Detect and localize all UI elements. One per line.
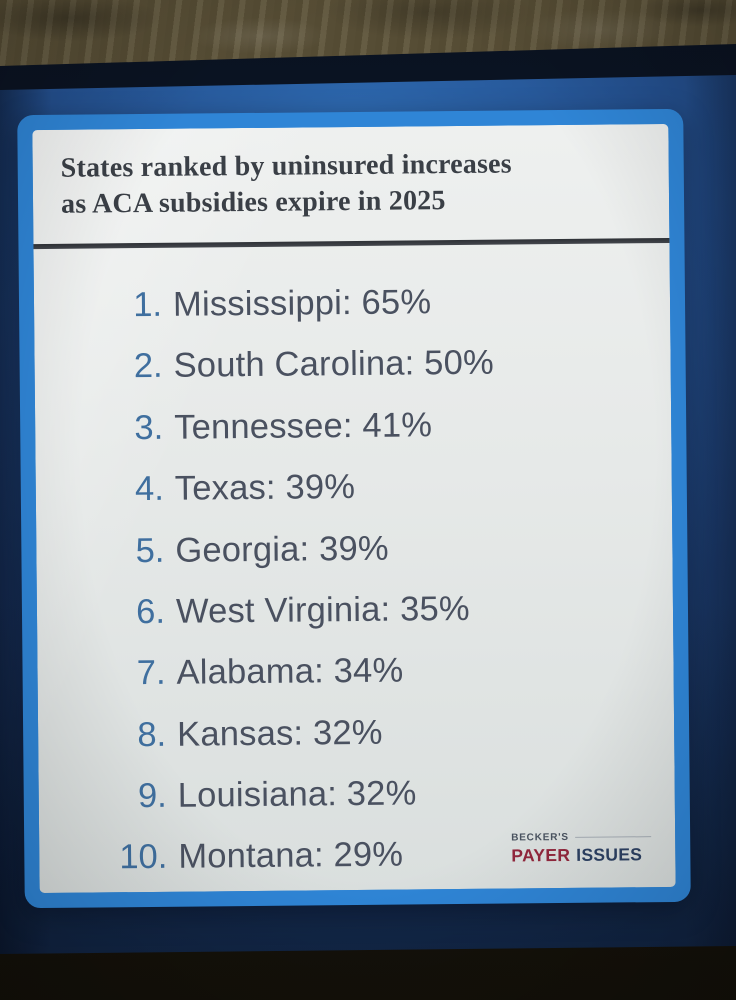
list-item-text: West Virginia: 35% [175, 589, 470, 631]
slide-title: States ranked by uninsured increases as … [32, 124, 669, 224]
list-item-rank: 4. [134, 469, 164, 509]
logo-title-row: PAYER ISSUES [511, 844, 651, 866]
beckers-payer-issues-logo: BECKER'S PAYER ISSUES [511, 831, 652, 866]
list-item-text: Mississippi: 65% [172, 283, 432, 324]
list-item-rank: 3. [134, 408, 164, 447]
logo-rule-line [574, 836, 652, 838]
list-item-rank: 9. [137, 776, 167, 816]
list-item-text: South Carolina: 50% [173, 344, 495, 386]
list-item-rank: 7. [136, 654, 166, 693]
logo-word-payer: PAYER [511, 844, 571, 866]
list-item: 3. Tennessee: 41% [91, 393, 672, 460]
list-item-text: Louisiana: 32% [177, 774, 417, 815]
slide-surface: States ranked by uninsured increases as … [32, 123, 676, 894]
list-item-rank: 8. [137, 715, 167, 754]
list-item: 7. Alabama: 34% [93, 638, 674, 705]
logo-brand-text: BECKER'S [511, 831, 569, 844]
list-item-rank: 10. [119, 838, 168, 877]
list-item-rank: 1. [133, 285, 163, 325]
logo-brand-row: BECKER'S [511, 831, 652, 844]
title-divider-rule [33, 237, 670, 249]
list-item-text: Montana: 29% [178, 836, 404, 877]
list-item-text: Georgia: 39% [175, 529, 389, 570]
slide-card: States ranked by uninsured increases as … [17, 108, 691, 909]
slide-title-line-2: as ACA subsidies expire in 2025 [60, 185, 446, 221]
list-item: 2. South Carolina: 50% [90, 331, 671, 398]
list-item: 9. Louisiana: 32% [94, 761, 675, 828]
list-item-text: Kansas: 32% [176, 713, 383, 754]
list-item: 4. Texas: 39% [92, 454, 673, 521]
list-item-rank: 2. [133, 347, 163, 386]
list-item: 1. Mississippi: 65% [90, 270, 671, 337]
list-item-rank: 6. [136, 592, 166, 632]
list-item-text: Texas: 39% [174, 468, 356, 508]
list-item-text: Alabama: 34% [176, 651, 404, 693]
slide-title-line-1: States ranked by uninsured increases [60, 148, 512, 184]
ranked-states-list: 1. Mississippi: 65% 2. South Carolina: 5… [34, 270, 676, 890]
logo-word-issues: ISSUES [576, 844, 643, 865]
list-item: 5. Georgia: 39% [92, 515, 673, 582]
list-item-text: Tennessee: 41% [174, 405, 433, 447]
list-item: 8. Kansas: 32% [94, 699, 675, 766]
list-item-rank: 5. [135, 531, 165, 570]
list-item: 6. West Virginia: 35% [93, 577, 674, 644]
